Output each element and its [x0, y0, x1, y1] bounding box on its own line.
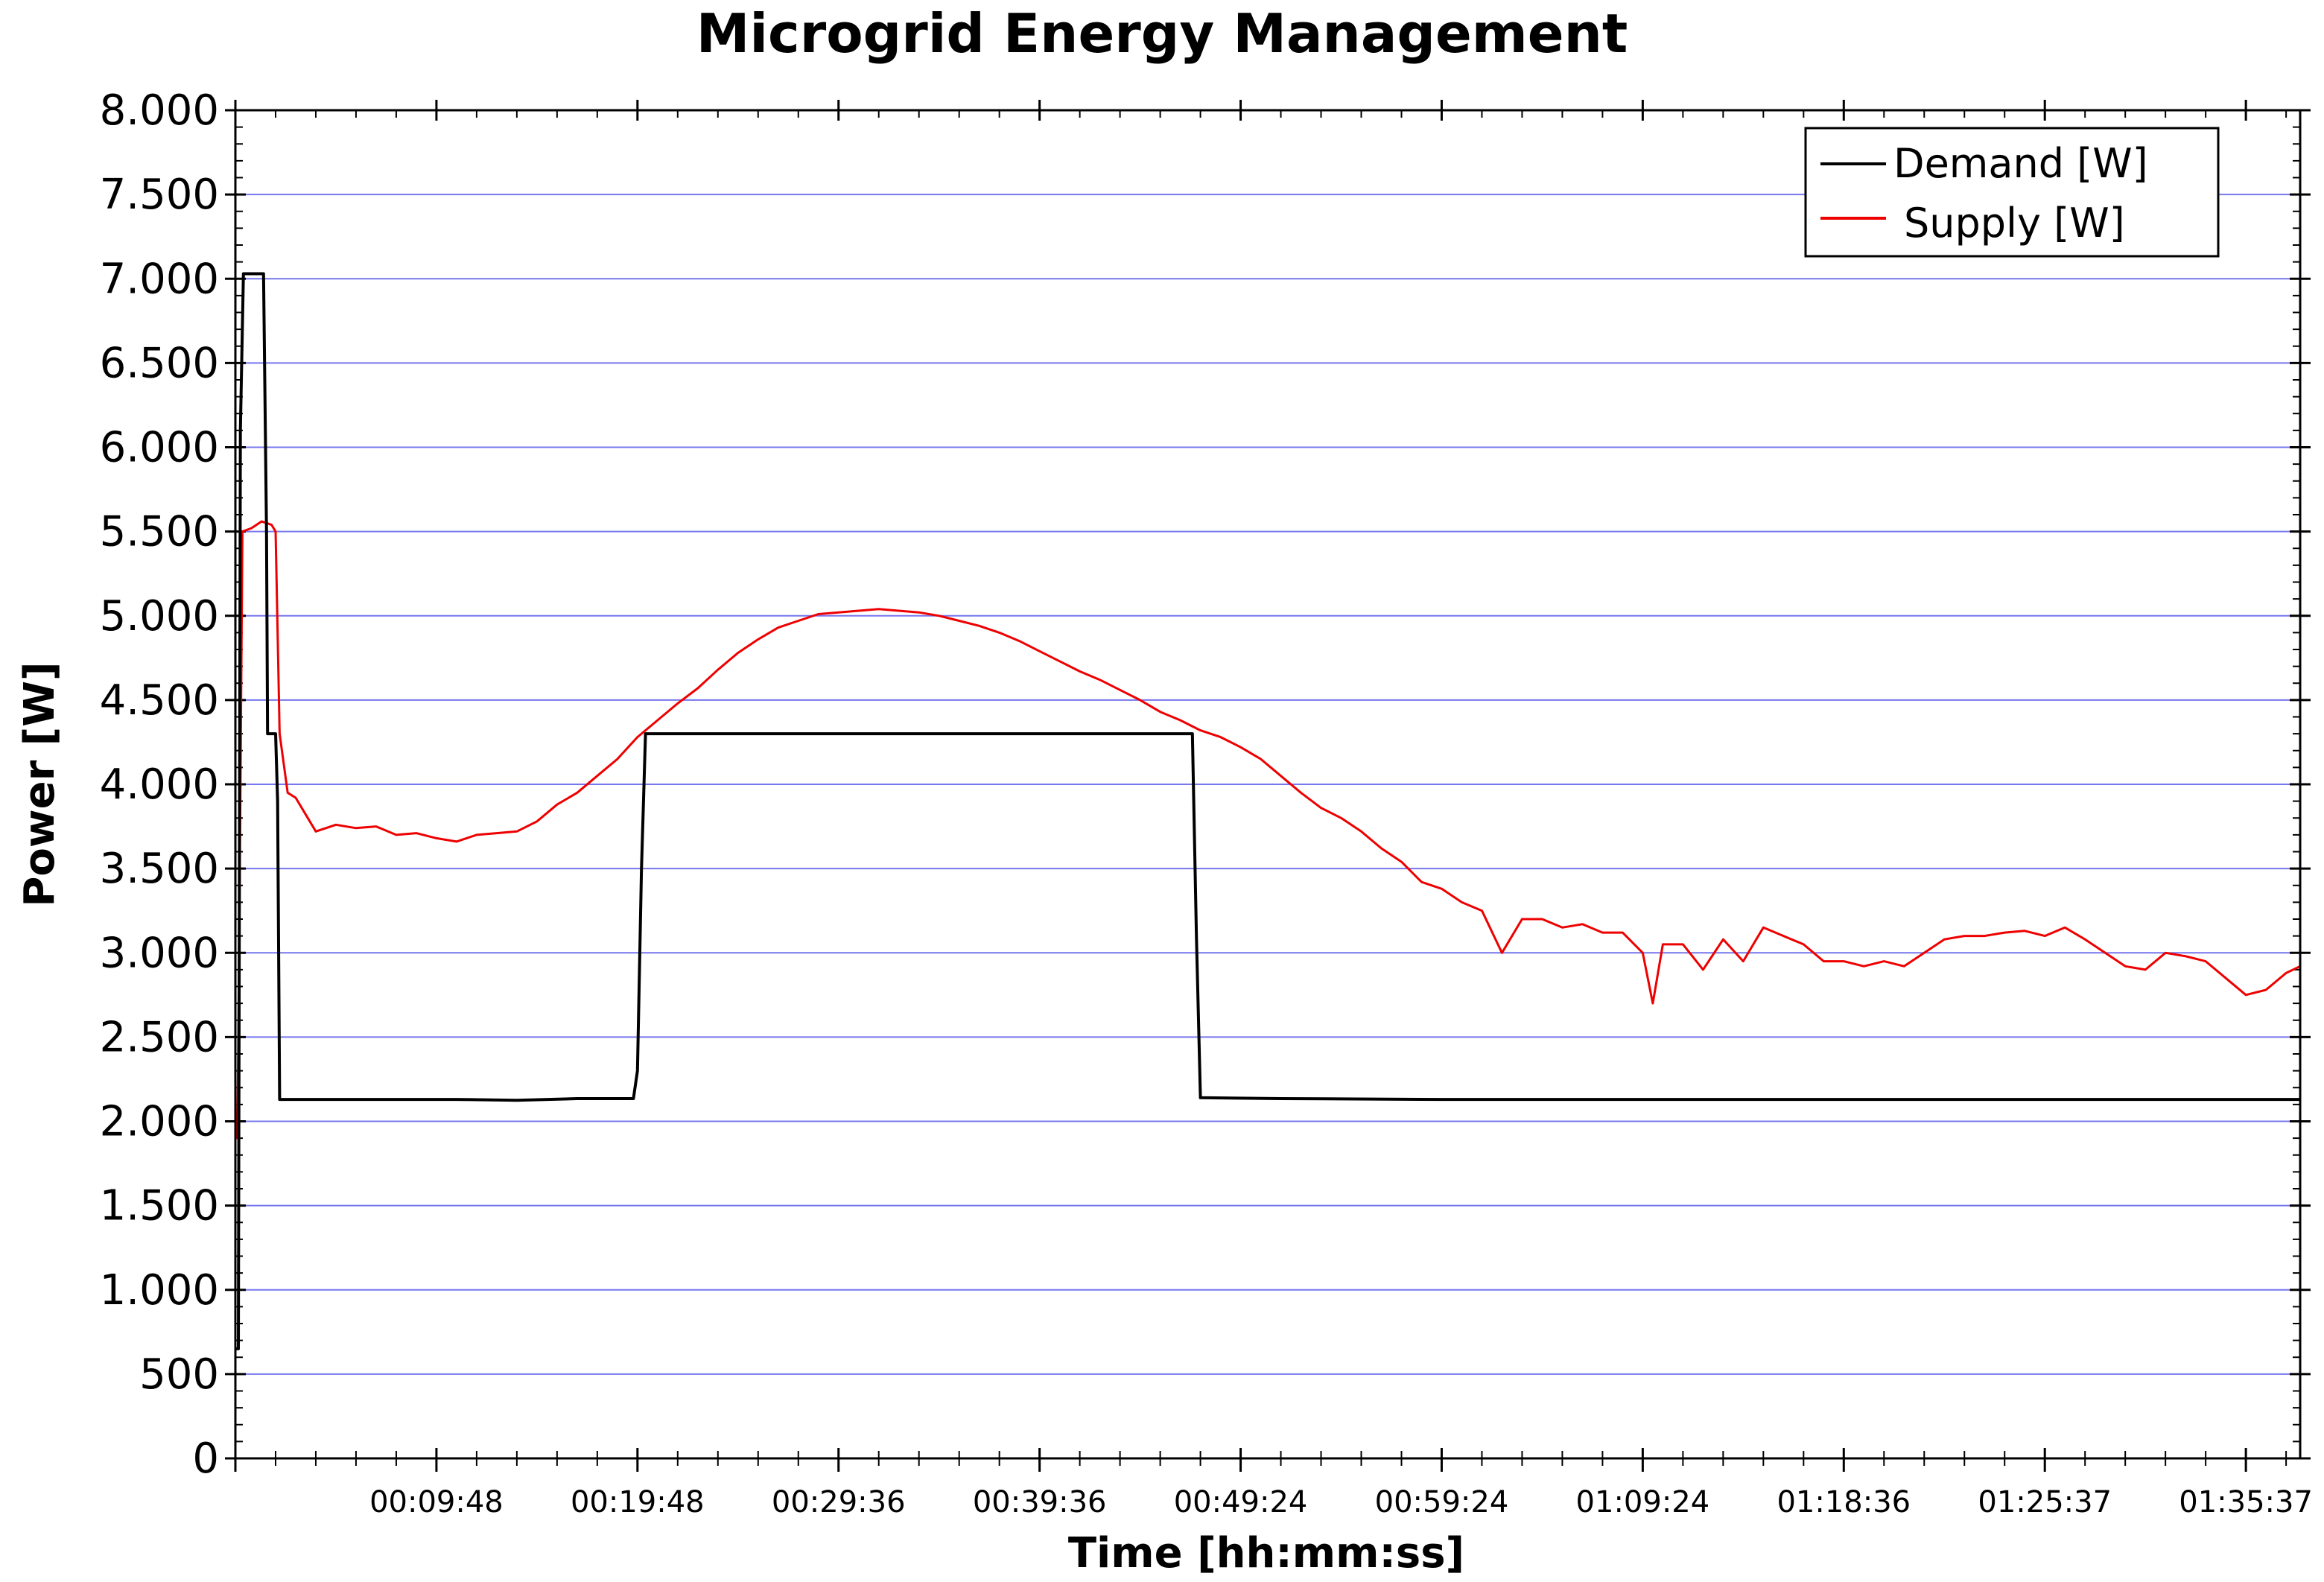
y-tick-labels: 0 500 1.000 1.500 2.000 2.500 3.000 3.500 4.000 4…	[100, 86, 219, 1483]
y-tick-label: 8.000	[100, 86, 219, 135]
y-tick-label: 5.000	[100, 592, 219, 641]
grid-lines	[235, 194, 2300, 1375]
y-tick-label: 1.000	[100, 1266, 219, 1315]
x-tick-label: 01:09:24	[1576, 1485, 1710, 1519]
x-tick-label: 00:49:24	[1174, 1485, 1308, 1519]
x-tick-label: 01:18:36	[1777, 1485, 1911, 1519]
y-tick-label: 7.000	[100, 255, 219, 303]
y-tick-label: 2.000	[100, 1098, 219, 1146]
x-tick-label: 00:39:36	[973, 1485, 1107, 1519]
plot-lines	[234, 272, 2301, 1350]
chart-title: Microgrid Energy Management	[696, 2, 1628, 65]
x-tick-label: 00:09:48	[369, 1485, 504, 1519]
y-tick-label: 6.000	[100, 424, 219, 472]
y-tick-label: 6.500	[100, 339, 219, 387]
series-line-supply	[234, 520, 2301, 1140]
legend: Demand [W] Supply [W]	[1804, 127, 2220, 258]
y-tick-label: 5.500	[100, 508, 219, 556]
y-tick-label: 500	[139, 1350, 219, 1399]
x-tick-label: 01:35:37	[2179, 1485, 2313, 1519]
axis-ticks	[225, 100, 2311, 1472]
x-tick-label: 00:59:24	[1375, 1485, 1509, 1519]
y-tick-label: 1.500	[100, 1182, 219, 1230]
x-tick-label: 01:25:37	[1978, 1485, 2112, 1519]
y-tick-label: 0	[192, 1435, 219, 1483]
y-tick-label: 2.500	[100, 1013, 219, 1061]
legend-label-demand: Demand [W]	[1893, 140, 2148, 187]
y-tick-label: 4.500	[100, 676, 219, 725]
plot-frame	[234, 109, 2302, 1460]
y-tick-label: 7.500	[100, 171, 219, 219]
x-tick-labels: 00:09:48 00:19:48 00:29:36 00:39:36 00:49:24…	[369, 1485, 2313, 1519]
legend-label-supply: Supply [W]	[1904, 200, 2125, 247]
x-tick-label: 00:29:36	[772, 1485, 906, 1519]
series-line-demand	[235, 272, 2300, 1350]
x-axis-label: Time [hh:mm:ss]	[1068, 1529, 1464, 1578]
x-tick-label: 00:19:48	[571, 1485, 705, 1519]
y-tick-label: 4.000	[100, 760, 219, 809]
legend-box	[1804, 127, 2220, 258]
y-tick-label: 3.500	[100, 845, 219, 893]
y-tick-label: 3.000	[100, 929, 219, 977]
y-axis-label: Power [W]	[16, 661, 64, 906]
